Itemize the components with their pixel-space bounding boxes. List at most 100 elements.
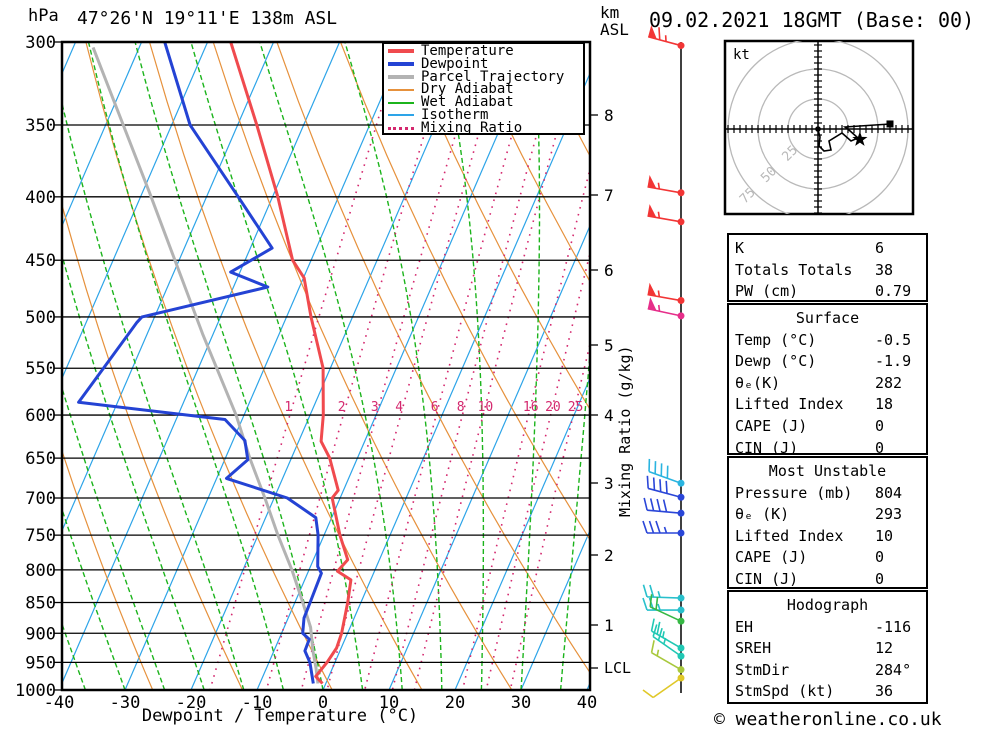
panel-row: θₑ (K) 293 <box>729 504 926 526</box>
panel-title: Most Unstable <box>768 462 887 480</box>
panel-row-label: Dewp (°C) <box>735 352 817 371</box>
panel-row-value: -116 <box>875 617 912 636</box>
panel-row: Pressure (mb) 804 <box>729 483 926 505</box>
panel-row: StmSpd (kt) 36 <box>729 681 926 703</box>
panel-row-value: 282 <box>875 373 903 392</box>
panel-row: CIN (J) 0 <box>729 438 926 460</box>
panel-row-label: Temp (°C) <box>735 330 817 349</box>
svg-text:850: 850 <box>25 594 56 614</box>
panel-title: Hodograph <box>786 596 869 614</box>
panel-row-label: Pressure (mb) <box>735 483 853 502</box>
panel-row-value: 0 <box>875 416 885 435</box>
panel-row-value: 0 <box>875 438 885 457</box>
legend-label: Dry Adiabat <box>421 81 514 98</box>
svg-text:700: 700 <box>25 489 56 509</box>
panel-row: EH -116 <box>729 617 926 639</box>
svg-text:16: 16 <box>523 400 539 415</box>
svg-text:4: 4 <box>395 400 403 415</box>
storm-motion-star <box>852 131 868 146</box>
legend-item: Dry Adiabat <box>388 83 583 96</box>
panel-row: PW (cm) 0.79 <box>729 281 926 303</box>
panel-row-value: 38 <box>875 260 894 279</box>
legend-swatch-temperature <box>388 49 414 54</box>
most-unstable-panel: Most Unstable Pressure (mb) 804 θₑ (K) 293 Li… <box>727 456 928 589</box>
panel-row-value: 0.79 <box>875 282 912 301</box>
isotherm-lines <box>62 42 590 690</box>
svg-text:5: 5 <box>604 336 614 355</box>
panel-row-label: PW (cm) <box>735 282 799 301</box>
svg-text:-40: -40 <box>44 693 75 713</box>
panel-row-label: Lifted Index <box>735 526 844 545</box>
panel-row: CAPE (J) 0 <box>729 547 926 569</box>
x-axis-title: Dewpoint / Temperature (°C) <box>141 706 419 726</box>
hodograph-panel: Hodograph EH -116 SREH 12 StmDir 284° StmSpd (k… <box>727 590 928 704</box>
legend-swatch-parcel-trajectory <box>388 74 414 79</box>
panel-row-label: StmSpd (kt) <box>735 682 835 701</box>
panel-row: θₑ(K) 282 <box>729 373 926 395</box>
legend-label: Isotherm <box>421 106 489 123</box>
panel-row-value: 6 <box>875 239 885 257</box>
legend-swatch-mixing-ratio <box>388 126 414 130</box>
panel-row-value: 12 <box>875 639 894 658</box>
svg-text:1: 1 <box>284 400 292 415</box>
indices-panel: K 6 Totals Totals 38 PW (cm) 0.79 <box>727 233 928 302</box>
svg-text:500: 500 <box>25 308 56 328</box>
lcl-label: LCL <box>604 659 631 677</box>
panel-row-value: -1.9 <box>875 352 912 371</box>
svg-text:3: 3 <box>604 474 614 493</box>
legend-label: Temperature <box>421 43 514 59</box>
temperature-curve <box>229 42 353 685</box>
km-axis: 8 7 6 5 4 3 2 1 LCL <box>590 106 631 677</box>
panel-row: SREH 12 <box>729 638 926 660</box>
svg-text:2: 2 <box>338 400 346 415</box>
svg-text:3: 3 <box>371 400 379 415</box>
panel-row: CIN (J) 0 <box>729 569 926 591</box>
km-unit-text: km <box>600 3 620 22</box>
panel-title: Surface <box>795 309 860 327</box>
wind-barb-column <box>642 25 685 699</box>
svg-text:10: 10 <box>379 693 399 713</box>
panel-row-label: EH <box>735 617 754 636</box>
svg-text:600: 600 <box>25 406 56 426</box>
panel-row-label: CIN (J) <box>735 569 799 588</box>
legend-label: Mixing Ratio <box>421 119 523 136</box>
svg-text:400: 400 <box>25 188 56 208</box>
svg-text:1000: 1000 <box>15 681 56 701</box>
legend-swatch-dewpoint <box>388 62 414 67</box>
legend-swatch-isotherm <box>388 114 414 117</box>
svg-text:300: 300 <box>25 33 56 53</box>
svg-text:650: 650 <box>25 449 56 469</box>
svg-text:950: 950 <box>25 653 56 673</box>
dewpoint-curve <box>77 42 323 684</box>
panel-row-value: 0 <box>875 569 885 588</box>
svg-text:450: 450 <box>25 251 56 271</box>
legend-item: Temperature <box>388 43 583 59</box>
svg-text:25: 25 <box>568 400 584 415</box>
svg-text:-10: -10 <box>242 693 273 713</box>
panel-row-value: 18 <box>875 395 894 414</box>
svg-text:0: 0 <box>318 693 328 713</box>
mixing-ratio-labels: 1 2 3 4 6 8 10 16 20 25 <box>284 400 583 415</box>
legend-item: Parcel Trajectory <box>388 70 583 83</box>
legend-item: Wet Adiabat <box>388 94 583 111</box>
panel-row: Totals Totals 38 <box>729 260 926 282</box>
panel-row: Lifted Index 10 <box>729 526 926 548</box>
svg-text:8: 8 <box>604 106 614 125</box>
plot-border <box>60 40 592 692</box>
svg-text:6: 6 <box>431 400 439 415</box>
panel-row-label: CIN (J) <box>735 438 799 457</box>
legend-label: Wet Adiabat <box>421 94 514 111</box>
svg-text:20: 20 <box>545 400 561 415</box>
panel-row-label: θₑ(K) <box>735 373 781 392</box>
legend-item: Mixing Ratio <box>388 119 583 136</box>
datetime-title: 09.02.2021 18GMT (Base: 00) <box>649 8 975 32</box>
svg-text:-20: -20 <box>176 693 207 713</box>
svg-text:30: 30 <box>511 693 531 713</box>
panel-row-value: 284° <box>875 660 912 679</box>
svg-text:800: 800 <box>25 561 56 581</box>
panel-row: CAPE (J) 0 <box>729 416 926 438</box>
